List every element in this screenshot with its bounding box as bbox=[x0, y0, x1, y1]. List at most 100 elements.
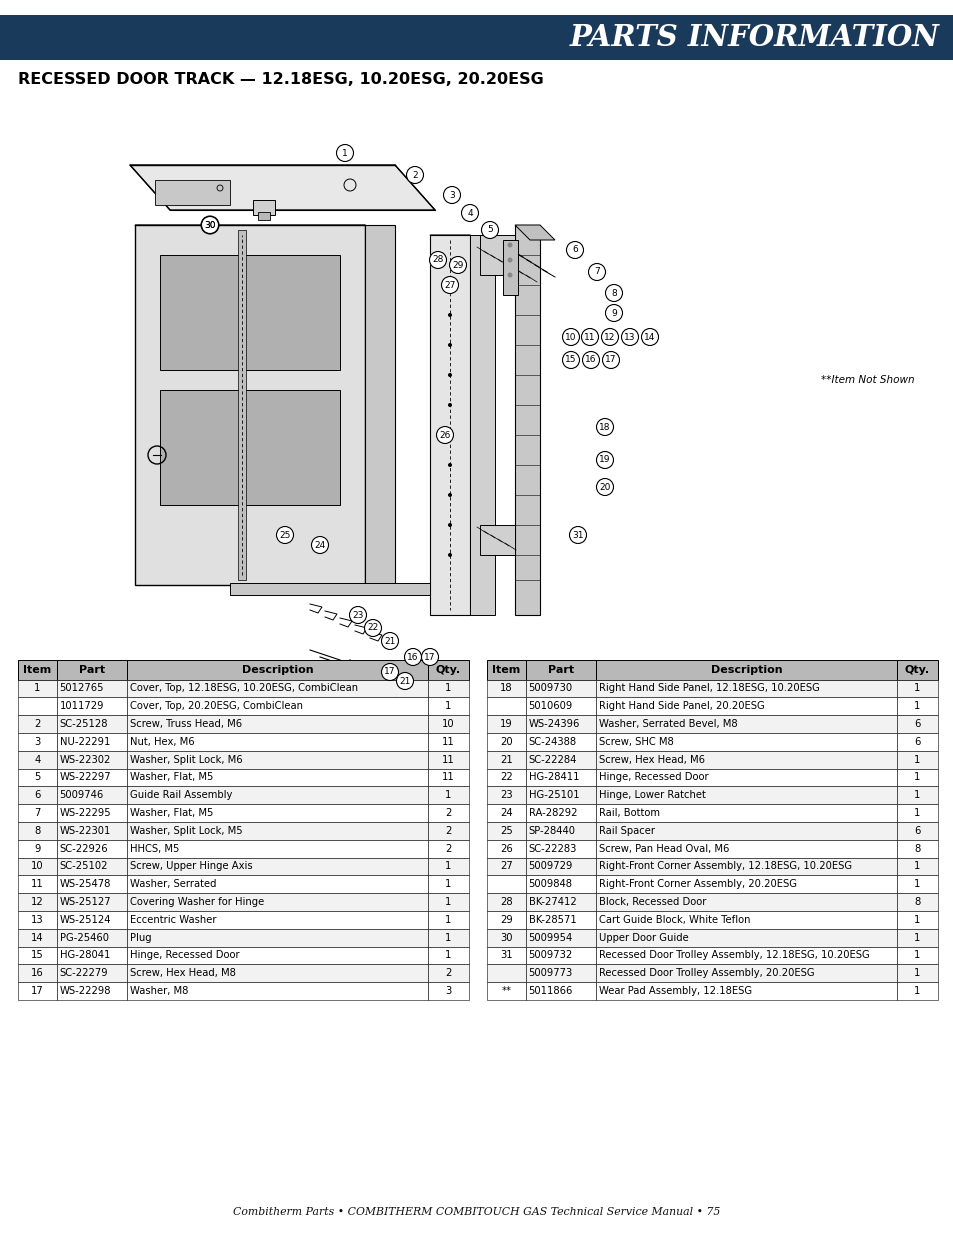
Polygon shape bbox=[130, 165, 435, 210]
Circle shape bbox=[602, 352, 618, 368]
Bar bbox=[56, 715, 127, 732]
Text: 19: 19 bbox=[598, 456, 610, 464]
Bar bbox=[525, 946, 595, 965]
Bar bbox=[486, 768, 525, 787]
Text: 20: 20 bbox=[598, 483, 610, 492]
Text: Covering Washer for Hinge: Covering Washer for Hinge bbox=[130, 897, 264, 906]
Text: Right-Front Corner Assembly, 20.20ESG: Right-Front Corner Assembly, 20.20ESG bbox=[598, 879, 796, 889]
Bar bbox=[486, 751, 525, 768]
Text: Qty.: Qty. bbox=[436, 664, 460, 674]
Bar bbox=[428, 876, 468, 893]
Text: Eccentric Washer: Eccentric Washer bbox=[130, 915, 216, 925]
Text: 2: 2 bbox=[445, 968, 451, 978]
Text: Item: Item bbox=[492, 664, 519, 674]
Bar bbox=[428, 823, 468, 840]
Bar bbox=[595, 840, 896, 857]
Bar bbox=[486, 659, 525, 679]
Text: 1: 1 bbox=[445, 861, 451, 872]
Text: SC-22926: SC-22926 bbox=[59, 844, 108, 853]
Text: BK-27412: BK-27412 bbox=[528, 897, 576, 906]
Circle shape bbox=[481, 221, 498, 238]
Text: 1: 1 bbox=[34, 683, 40, 693]
Text: 11: 11 bbox=[441, 755, 455, 764]
Text: Screw, Hex Head, M8: Screw, Hex Head, M8 bbox=[130, 968, 235, 978]
Text: 5009848: 5009848 bbox=[528, 879, 572, 889]
Bar bbox=[486, 698, 525, 715]
Text: Hinge, Lower Ratchet: Hinge, Lower Ratchet bbox=[598, 790, 705, 800]
Circle shape bbox=[436, 426, 453, 443]
Circle shape bbox=[276, 526, 294, 543]
Text: Nut, Hex, M6: Nut, Hex, M6 bbox=[130, 737, 194, 747]
Text: 5012765: 5012765 bbox=[59, 683, 104, 693]
Bar bbox=[18, 787, 56, 804]
Bar bbox=[595, 679, 896, 698]
Text: 1: 1 bbox=[913, 790, 920, 800]
Text: 9: 9 bbox=[34, 844, 40, 853]
Text: 13: 13 bbox=[30, 915, 44, 925]
Bar bbox=[56, 929, 127, 946]
Bar bbox=[428, 751, 468, 768]
Bar bbox=[896, 857, 937, 876]
Bar bbox=[18, 768, 56, 787]
Text: 5009746: 5009746 bbox=[59, 790, 104, 800]
Text: 6: 6 bbox=[913, 737, 920, 747]
Bar bbox=[18, 804, 56, 823]
Bar bbox=[896, 715, 937, 732]
Bar bbox=[56, 893, 127, 911]
Text: Description: Description bbox=[710, 664, 781, 674]
Bar bbox=[486, 787, 525, 804]
Text: 1: 1 bbox=[913, 701, 920, 711]
Text: 24: 24 bbox=[499, 808, 512, 818]
Bar bbox=[486, 965, 525, 982]
Circle shape bbox=[441, 277, 458, 294]
Bar bbox=[430, 235, 470, 615]
Text: WS-22295: WS-22295 bbox=[59, 808, 111, 818]
Text: 6: 6 bbox=[913, 719, 920, 729]
Text: Guide Rail Assembly: Guide Rail Assembly bbox=[130, 790, 232, 800]
Circle shape bbox=[596, 478, 613, 495]
Text: 1: 1 bbox=[913, 915, 920, 925]
Text: 20: 20 bbox=[499, 737, 512, 747]
Text: 3: 3 bbox=[449, 190, 455, 200]
Bar bbox=[595, 965, 896, 982]
Text: Hinge, Recessed Door: Hinge, Recessed Door bbox=[130, 951, 239, 961]
Text: 31: 31 bbox=[572, 531, 583, 540]
Bar bbox=[428, 679, 468, 698]
Bar bbox=[896, 982, 937, 1000]
Bar bbox=[18, 698, 56, 715]
Bar bbox=[365, 225, 395, 585]
Text: 5009729: 5009729 bbox=[528, 861, 573, 872]
Circle shape bbox=[448, 343, 452, 347]
Text: SC-22283: SC-22283 bbox=[528, 844, 577, 853]
Bar bbox=[486, 982, 525, 1000]
Circle shape bbox=[448, 553, 452, 557]
Text: **Item Not Shown: **Item Not Shown bbox=[821, 375, 914, 385]
Circle shape bbox=[566, 242, 583, 258]
Bar bbox=[127, 946, 428, 965]
Text: 31: 31 bbox=[499, 951, 512, 961]
Text: Item: Item bbox=[23, 664, 51, 674]
Text: 1: 1 bbox=[342, 148, 348, 158]
Bar bbox=[486, 823, 525, 840]
Bar bbox=[18, 840, 56, 857]
Text: 5: 5 bbox=[34, 772, 40, 783]
Bar bbox=[56, 751, 127, 768]
Bar bbox=[525, 876, 595, 893]
Circle shape bbox=[421, 648, 438, 666]
Text: Washer, Flat, M5: Washer, Flat, M5 bbox=[130, 808, 213, 818]
Bar bbox=[18, 929, 56, 946]
Text: 14: 14 bbox=[30, 932, 44, 942]
Text: 27: 27 bbox=[444, 280, 456, 289]
Text: 5011866: 5011866 bbox=[528, 986, 573, 995]
Bar bbox=[127, 929, 428, 946]
Bar bbox=[525, 751, 595, 768]
Bar bbox=[896, 679, 937, 698]
Text: PARTS INFORMATION: PARTS INFORMATION bbox=[570, 23, 939, 52]
Bar bbox=[896, 698, 937, 715]
Text: 1011729: 1011729 bbox=[59, 701, 104, 711]
Text: Description: Description bbox=[241, 664, 313, 674]
Text: 11: 11 bbox=[30, 879, 44, 889]
Text: SC-25128: SC-25128 bbox=[59, 719, 108, 729]
Text: 2: 2 bbox=[412, 170, 417, 179]
Bar bbox=[486, 840, 525, 857]
